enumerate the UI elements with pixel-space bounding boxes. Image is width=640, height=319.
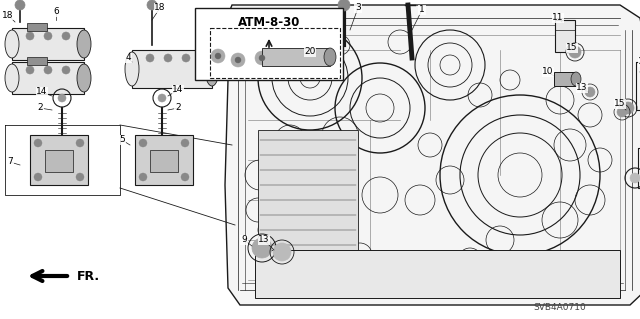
Circle shape (622, 102, 634, 114)
Bar (135, 135, 193, 185)
Circle shape (139, 139, 147, 147)
Ellipse shape (324, 48, 336, 66)
Text: 4: 4 (125, 54, 131, 63)
Circle shape (231, 53, 245, 67)
Text: 13: 13 (259, 235, 269, 244)
Ellipse shape (77, 30, 91, 58)
Circle shape (255, 51, 269, 65)
Ellipse shape (5, 30, 19, 58)
Text: SVB4A0710: SVB4A0710 (534, 303, 586, 313)
Circle shape (617, 107, 627, 117)
Ellipse shape (77, 64, 91, 92)
Bar (12, 28, 84, 60)
Polygon shape (225, 5, 640, 305)
Text: 14: 14 (36, 87, 48, 97)
Circle shape (44, 32, 52, 40)
Circle shape (158, 94, 166, 102)
Circle shape (181, 139, 189, 147)
Circle shape (62, 32, 70, 40)
Bar (255, 250, 620, 298)
Circle shape (235, 57, 241, 63)
Text: FR.: FR. (77, 270, 100, 283)
Text: 7: 7 (7, 158, 13, 167)
Text: 5: 5 (119, 136, 125, 145)
Circle shape (139, 173, 147, 181)
Bar (12, 62, 84, 94)
Circle shape (181, 173, 189, 181)
Ellipse shape (5, 64, 19, 92)
Circle shape (44, 66, 52, 74)
Circle shape (585, 87, 595, 97)
Bar (210, 28, 340, 78)
Ellipse shape (125, 52, 139, 86)
Circle shape (259, 55, 265, 61)
Bar (30, 135, 88, 185)
Circle shape (76, 173, 84, 181)
Circle shape (147, 0, 157, 10)
Text: 13: 13 (576, 84, 588, 93)
Bar (195, 8, 343, 80)
Text: ATM-8-30: ATM-8-30 (238, 16, 300, 28)
Text: 3: 3 (355, 4, 361, 12)
Ellipse shape (205, 52, 219, 86)
Bar (258, 130, 358, 250)
Text: 14: 14 (172, 85, 184, 94)
Bar (45, 150, 73, 172)
Text: 10: 10 (542, 68, 554, 77)
Circle shape (630, 173, 640, 183)
Bar (555, 20, 575, 52)
Circle shape (252, 238, 272, 258)
Bar (262, 48, 330, 66)
Text: 6: 6 (53, 8, 59, 17)
Circle shape (569, 46, 581, 58)
Text: 2: 2 (175, 103, 181, 113)
Text: 1: 1 (419, 5, 425, 14)
Text: 9: 9 (241, 235, 247, 244)
Circle shape (62, 66, 70, 74)
Circle shape (215, 53, 221, 59)
Text: 12: 12 (638, 57, 640, 66)
Bar (132, 50, 212, 88)
Circle shape (26, 66, 34, 74)
Circle shape (26, 32, 34, 40)
Text: 15: 15 (566, 43, 578, 53)
Text: 2: 2 (37, 103, 43, 113)
Circle shape (58, 94, 66, 102)
Circle shape (34, 173, 42, 181)
Bar (636, 62, 640, 110)
Text: 20: 20 (304, 48, 316, 56)
Circle shape (164, 54, 172, 62)
Circle shape (76, 139, 84, 147)
Circle shape (273, 243, 291, 261)
Bar (27, 57, 47, 65)
Bar (554, 72, 576, 86)
Circle shape (15, 0, 25, 10)
Circle shape (211, 49, 225, 63)
Bar (27, 23, 47, 31)
Ellipse shape (571, 72, 581, 86)
Text: 18: 18 (3, 11, 13, 19)
Circle shape (34, 139, 42, 147)
Bar (150, 150, 178, 172)
Text: 11: 11 (552, 13, 564, 23)
Circle shape (338, 0, 350, 11)
Text: 15: 15 (614, 100, 626, 108)
Bar (638, 148, 640, 188)
Text: 18: 18 (154, 4, 166, 12)
Circle shape (182, 54, 190, 62)
Circle shape (146, 54, 154, 62)
